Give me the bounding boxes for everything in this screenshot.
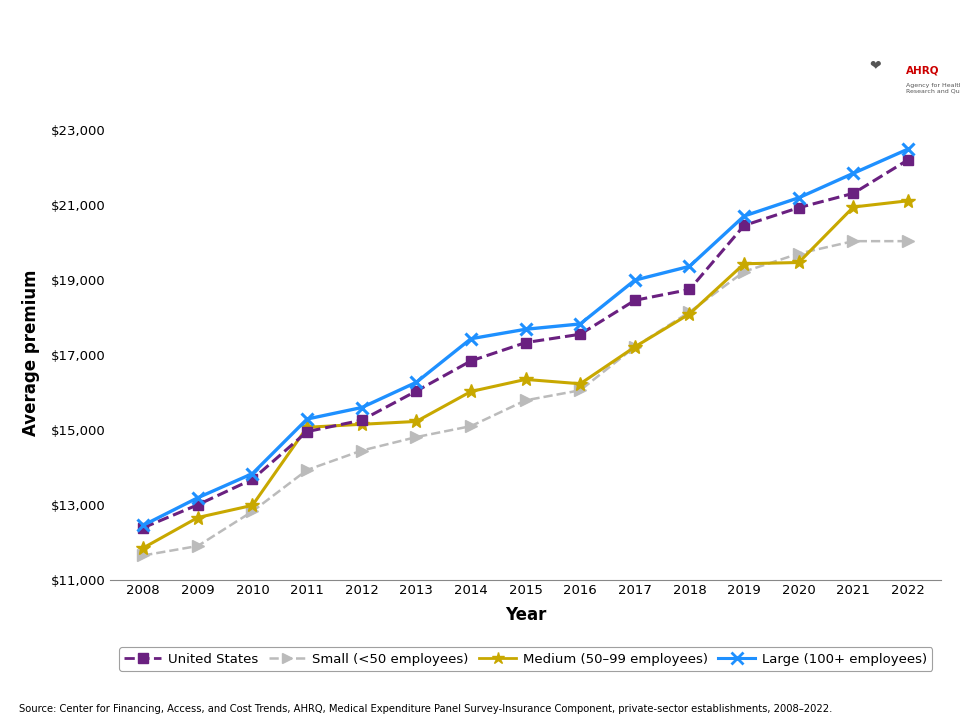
Circle shape bbox=[593, 37, 960, 119]
Text: ❤: ❤ bbox=[870, 58, 881, 73]
Text: AHRQ: AHRQ bbox=[906, 66, 940, 76]
Y-axis label: Average premium: Average premium bbox=[22, 269, 39, 436]
X-axis label: Year: Year bbox=[505, 606, 546, 624]
Text: Agency for Healthcare
Research and Quality: Agency for Healthcare Research and Quali… bbox=[906, 83, 960, 94]
Text: Figure 8. Average total family premium per enrolled private-
sector employee, ov: Figure 8. Average total family premium p… bbox=[91, 35, 734, 81]
Legend: United States, Small (<50 employees), Medium (50–99 employees), Large (100+ empl: United States, Small (<50 employees), Me… bbox=[119, 647, 932, 671]
Text: Source: Center for Financing, Access, and Cost Trends, AHRQ, Medical Expenditure: Source: Center for Financing, Access, an… bbox=[19, 704, 832, 714]
